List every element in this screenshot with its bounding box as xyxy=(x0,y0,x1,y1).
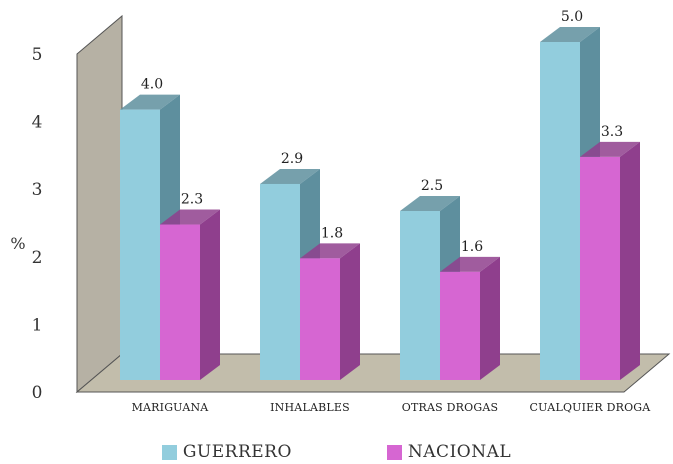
bar-front xyxy=(260,183,300,380)
bar-nacional-inhalables xyxy=(300,243,360,380)
bar-front xyxy=(540,42,580,380)
legend-item-guerrero: GUERRERO xyxy=(161,442,292,462)
bar-top xyxy=(400,196,460,211)
data-label-guerrero-inhalables: 2.9 xyxy=(281,151,303,167)
bar-nacional-cualquier-droga xyxy=(580,141,640,380)
bar-top xyxy=(540,27,600,42)
back-wall xyxy=(76,14,123,394)
bar-top xyxy=(160,209,220,225)
bar-top xyxy=(260,168,320,184)
y-tick-labels: 0 1 2 3 4 5 xyxy=(32,45,43,403)
y-axis-label: % xyxy=(10,234,25,253)
legend-swatch-nacional xyxy=(386,444,402,460)
y-axis xyxy=(76,54,624,393)
legend-label-guerrero: GUERRERO xyxy=(182,442,292,462)
data-label-nacional-mariguana: 2.3 xyxy=(181,192,203,208)
data-label-nacional-otras-drogas: 1.6 xyxy=(461,239,483,255)
category-label-cualquier-droga: CUALQUIER DROGA xyxy=(530,401,652,414)
bar-front xyxy=(120,109,160,380)
chart-back-wall xyxy=(76,14,123,394)
bar-top xyxy=(300,243,360,259)
bar-nacional-otras-drogas xyxy=(440,256,500,380)
bar-side xyxy=(480,256,500,380)
legend-swatch-guerrero xyxy=(161,444,177,460)
y-tick-label: 3 xyxy=(32,180,43,200)
bar-front xyxy=(160,224,200,380)
bar-front xyxy=(440,271,480,380)
category-label-otras-drogas: OTRAS DROGAS xyxy=(402,401,498,414)
data-labels: 4.0 2.3 2.9 1.8 2.5 1.6 5.0 3.3 xyxy=(141,9,623,255)
bar-top xyxy=(580,141,640,157)
y-tick-label: 0 xyxy=(32,383,43,403)
category-label-mariguana: MARIGUANA xyxy=(132,401,210,414)
data-label-nacional-cualquier-droga: 3.3 xyxy=(601,124,623,140)
data-label-guerrero-otras-drogas: 2.5 xyxy=(421,178,443,194)
legend: GUERRERO NACIONAL xyxy=(0,440,673,464)
data-label-nacional-inhalables: 1.8 xyxy=(321,225,343,241)
bar-top xyxy=(120,94,180,110)
data-label-guerrero-mariguana: 4.0 xyxy=(141,77,163,93)
bar-front xyxy=(580,156,620,380)
data-label-guerrero-cualquier-droga: 5.0 xyxy=(561,9,583,25)
legend-item-nacional: NACIONAL xyxy=(386,442,512,462)
y-tick-label: 1 xyxy=(32,315,43,335)
category-labels: MARIGUANA INHALABLES OTRAS DROGAS CUALQUIER… xyxy=(132,401,652,414)
chart-svg: 0 1 2 3 4 5 % 4.0 2.3 2.9 1.8 2.5 1.6 5.0 3.3 MARIGU… xyxy=(10,9,671,414)
category-label-inhalables: INHALABLES xyxy=(270,401,350,414)
y-tick-label: 5 xyxy=(32,45,43,65)
legend-label-nacional: NACIONAL xyxy=(407,442,512,462)
bars xyxy=(120,27,640,380)
y-tick-label: 2 xyxy=(32,248,43,268)
bar-front xyxy=(300,258,340,380)
bar-front xyxy=(400,211,440,380)
bar-side xyxy=(340,243,360,380)
bar-top xyxy=(440,256,500,272)
bar-nacional-mariguana xyxy=(160,209,220,380)
bar-side xyxy=(620,141,640,380)
y-tick-label: 4 xyxy=(32,113,43,133)
bar-side xyxy=(200,209,220,380)
